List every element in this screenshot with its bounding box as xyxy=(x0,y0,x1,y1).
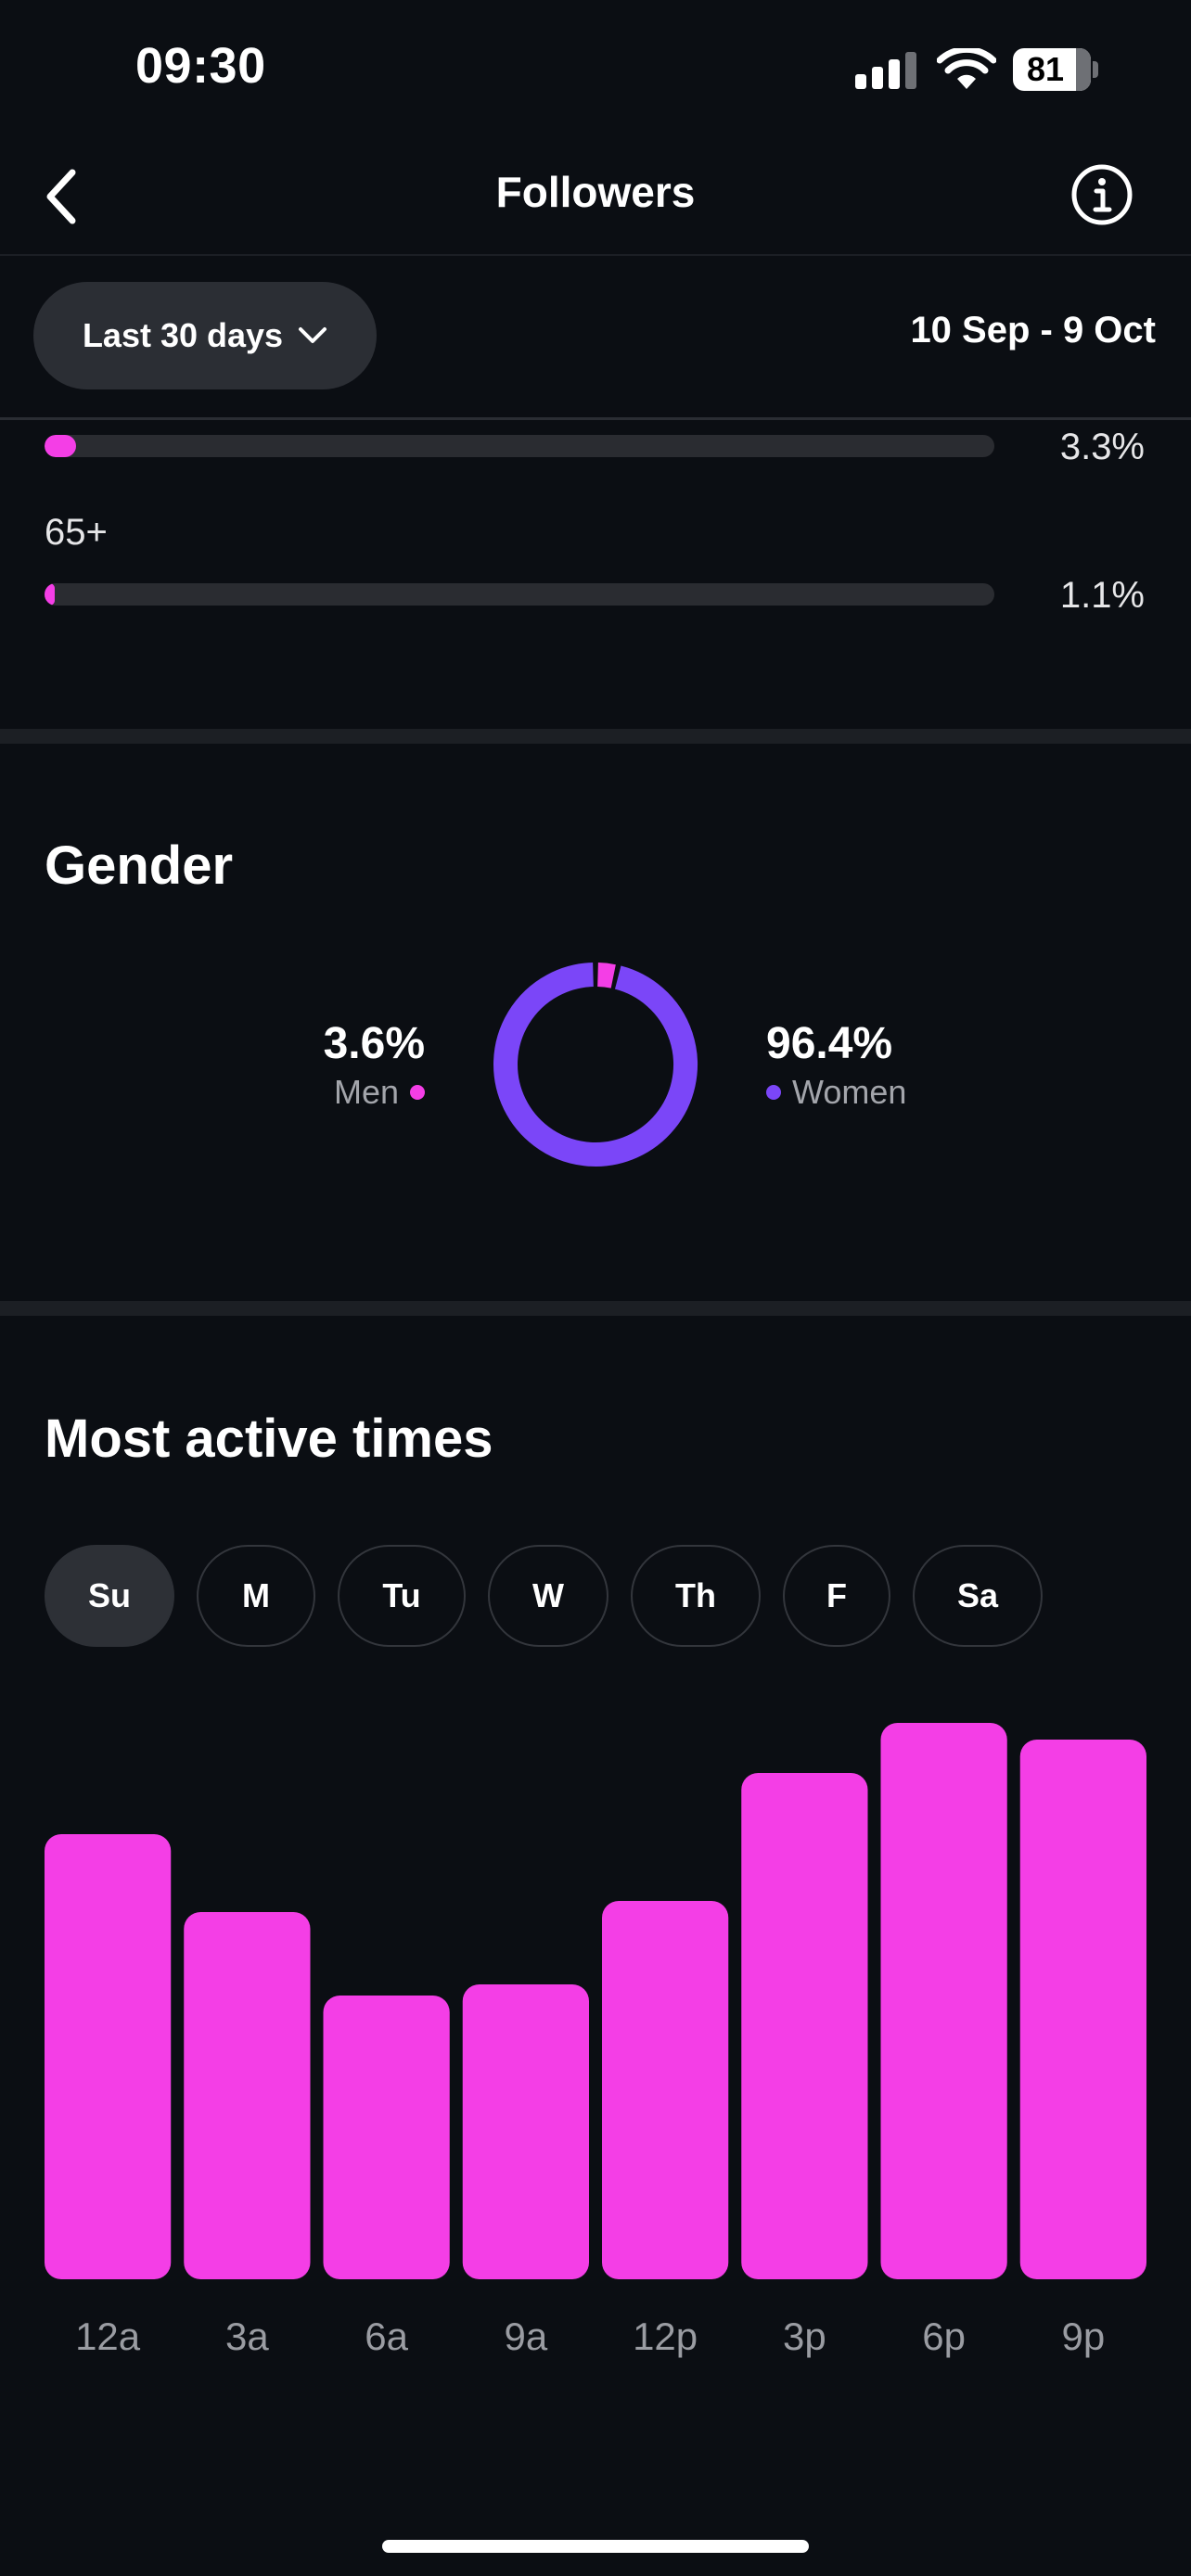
x-tick-label: 3p xyxy=(783,2315,826,2358)
x-tick-label: 3a xyxy=(225,2315,269,2358)
day-pill-sa[interactable]: Sa xyxy=(913,1545,1043,1647)
donut-segment-women xyxy=(493,963,698,1167)
women-percent: 96.4% xyxy=(766,1019,893,1068)
home-indicator[interactable] xyxy=(382,2540,809,2553)
info-button[interactable] xyxy=(1067,159,1137,230)
x-tick-label: 6p xyxy=(922,2315,966,2358)
info-circle-icon xyxy=(1071,164,1133,225)
day-pill-su[interactable]: Su xyxy=(45,1545,174,1647)
bar-3a[interactable] xyxy=(184,1912,311,2279)
battery-icon: 81 xyxy=(1013,48,1091,91)
x-tick-label: 6a xyxy=(365,2315,408,2358)
women-dot xyxy=(766,1085,781,1100)
gender-women: 96.4% Women xyxy=(766,1016,906,1113)
page-title: Followers xyxy=(495,168,696,216)
status-bar: 09:30 81 xyxy=(0,0,1191,139)
battery-level: 81 xyxy=(1026,50,1065,88)
day-pill-tu[interactable]: Tu xyxy=(338,1545,466,1647)
date-range-dropdown-label: Last 30 days xyxy=(82,316,284,354)
header: Followers xyxy=(0,139,1191,256)
gender-donut-chart xyxy=(493,963,698,1167)
x-tick-label: 12p xyxy=(633,2315,698,2358)
age-range-section: 3.3% 65+ 1.1% xyxy=(0,419,1191,729)
section-divider xyxy=(0,729,1191,744)
bar-9p[interactable] xyxy=(1019,1740,1146,2279)
battery-cap xyxy=(1093,61,1098,78)
men-percent: 3.6% xyxy=(323,1019,425,1068)
age-percent: 1.1% xyxy=(1059,575,1145,616)
most-active-times-title: Most active times xyxy=(45,1409,493,1469)
bar-3p[interactable] xyxy=(741,1773,868,2279)
x-tick-label: 9a xyxy=(505,2315,548,2358)
gender-men: 3.6% Men xyxy=(324,1016,425,1113)
x-tick-label: 12a xyxy=(75,2315,141,2358)
section-divider xyxy=(0,1301,1191,1316)
cellular-signal-icon xyxy=(855,52,916,89)
bar-9a[interactable] xyxy=(462,1984,589,2279)
bar-6p[interactable] xyxy=(880,1723,1007,2279)
men-legend: Men xyxy=(324,1072,425,1113)
date-range-text: 10 Sep - 9 Oct xyxy=(910,310,1156,351)
day-pill-m[interactable]: M xyxy=(197,1545,315,1647)
age-bar-track xyxy=(45,435,994,457)
men-dot xyxy=(410,1085,425,1100)
battery-empty-portion xyxy=(1076,48,1091,91)
age-label: 65+ xyxy=(45,512,108,553)
active-times-bar-chart: 12a 3a 6a 9a 12p 3p 6p 9p xyxy=(45,1723,1146,2358)
day-pill-th[interactable]: Th xyxy=(631,1545,761,1647)
day-pill-f[interactable]: F xyxy=(783,1545,890,1647)
age-bar-track xyxy=(45,583,994,606)
status-time: 09:30 xyxy=(135,38,266,94)
age-bar-fill xyxy=(45,583,56,606)
chevron-down-icon xyxy=(299,327,327,343)
donut-segment-men xyxy=(596,963,616,988)
bar-12p[interactable] xyxy=(602,1901,729,2279)
bar-12a[interactable] xyxy=(45,1834,172,2279)
x-tick-label: 9p xyxy=(1062,2315,1106,2358)
men-label: Men xyxy=(333,1073,399,1111)
filter-row: Last 30 days 10 Sep - 9 Oct xyxy=(0,256,1191,420)
age-bar-fill xyxy=(45,435,76,457)
gender-title: Gender xyxy=(45,835,234,896)
women-label: Women xyxy=(792,1073,907,1111)
back-button[interactable] xyxy=(28,161,98,232)
wifi-icon xyxy=(937,48,996,89)
day-pill-w[interactable]: W xyxy=(488,1545,608,1647)
women-legend: Women xyxy=(766,1072,906,1113)
age-percent: 3.3% xyxy=(1059,427,1145,467)
date-range-dropdown[interactable]: Last 30 days xyxy=(33,282,377,389)
chevron-left-icon xyxy=(46,169,76,224)
bar-6a[interactable] xyxy=(323,1996,450,2279)
